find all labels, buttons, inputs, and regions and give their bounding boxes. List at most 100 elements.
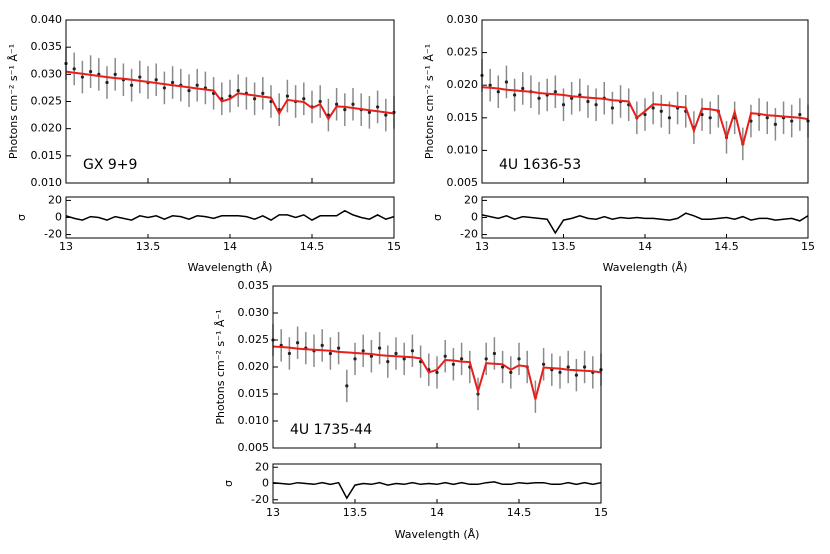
data-point <box>376 105 380 109</box>
data-point <box>261 91 265 95</box>
x-tick-label: 14.5 <box>300 240 325 253</box>
x-axis-title: Wavelength (Å) <box>395 528 480 541</box>
data-point <box>659 109 663 113</box>
source-label: 4U 1735-44 <box>290 422 372 438</box>
data-point <box>337 346 341 350</box>
source-label: 4U 1636-53 <box>499 157 581 173</box>
data-point <box>542 362 546 366</box>
y-axis-title: Photons cm⁻² s⁻¹ Å⁻¹ <box>214 309 227 424</box>
x-tick-label: 13.5 <box>551 240 576 253</box>
data-point <box>384 113 388 117</box>
data-point <box>402 357 406 361</box>
y-axis-title: Photons cm⁻² s⁻¹ Å⁻¹ <box>423 44 436 159</box>
data-point <box>386 360 390 364</box>
data-point <box>667 116 672 120</box>
data-point <box>113 72 117 76</box>
data-point <box>171 80 175 85</box>
x-axis-title: Wavelength (Å) <box>188 261 273 274</box>
y-tick-label: 20 <box>255 460 269 473</box>
data-point <box>361 349 365 353</box>
plot-frame <box>65 19 395 184</box>
y-axis-title: Photons cm⁻² s⁻¹ Å⁻¹ <box>7 44 20 159</box>
y-tick-label: 0.020 <box>447 78 479 91</box>
y-tick-label: 0.010 <box>238 414 270 427</box>
y-tick-label: 0 <box>471 211 478 224</box>
data-point <box>343 108 347 112</box>
y-tick-label: 0.040 <box>31 13 63 26</box>
x-tick-label: 13.5 <box>136 240 161 253</box>
plot-frame <box>481 19 809 184</box>
x-tick-label: 14.5 <box>507 506 532 519</box>
data-point <box>80 75 84 79</box>
residual-axis-title: σ <box>431 214 444 221</box>
data-point <box>586 99 590 104</box>
data-point <box>105 80 109 85</box>
x-axis-title: Wavelength (Å) <box>603 261 688 274</box>
x-tick-label: 14 <box>638 240 652 253</box>
y-tick-label: 20 <box>48 193 62 206</box>
y-tick-label: -20 <box>251 493 269 506</box>
x-tick-label: 15 <box>801 240 815 253</box>
model-line <box>481 86 809 146</box>
data-point <box>583 365 587 369</box>
data-point <box>253 97 257 101</box>
data-point <box>570 96 574 100</box>
data-point <box>798 112 802 117</box>
data-point <box>72 67 76 71</box>
data-point <box>89 70 93 74</box>
data-point <box>410 349 414 353</box>
y-tick-label: 0.010 <box>31 176 63 189</box>
data-point <box>285 94 289 98</box>
x-tick-label: 14 <box>223 240 237 253</box>
data-point <box>521 86 525 91</box>
data-point <box>790 119 794 123</box>
data-point <box>335 102 339 106</box>
residual-axis-title: σ <box>15 214 28 221</box>
data-point <box>394 351 398 356</box>
data-point <box>773 122 778 126</box>
data-point <box>162 86 166 90</box>
y-tick-label: 0.030 <box>447 13 479 26</box>
data-point <box>594 103 598 107</box>
y-tick-label: 0.035 <box>238 279 270 292</box>
data-point <box>320 343 324 347</box>
residual-line <box>481 212 809 235</box>
data-point <box>345 384 349 388</box>
data-point <box>369 354 373 358</box>
x-tick-label: 15 <box>387 240 401 253</box>
y-tick-label: 0.020 <box>31 122 63 135</box>
data-point <box>501 365 505 369</box>
data-point <box>574 373 579 377</box>
model-line <box>272 345 602 400</box>
y-tick-label: 0.030 <box>31 67 63 80</box>
residual-line <box>65 209 395 221</box>
y-tick-label: 0.025 <box>31 95 63 108</box>
data-point <box>643 112 647 117</box>
data-point <box>578 93 582 97</box>
y-tick-label: 0.015 <box>31 149 63 162</box>
data-point <box>700 112 704 117</box>
data-point <box>537 96 541 100</box>
data-point <box>443 354 447 358</box>
y-tick-label: 0.010 <box>447 143 479 156</box>
data-point <box>610 106 615 110</box>
y-tick-label: 0 <box>262 477 269 490</box>
data-point <box>130 83 134 87</box>
y-tick-label: 0.035 <box>31 40 63 53</box>
x-tick-label: 13 <box>59 240 73 253</box>
data-point <box>460 357 464 361</box>
y-tick-label: 0.015 <box>238 387 270 400</box>
data-point <box>488 83 492 87</box>
x-tick-label: 14 <box>430 506 444 519</box>
data-point <box>154 78 158 82</box>
y-tick-label: 0.020 <box>238 360 270 373</box>
x-tick-label: 13.5 <box>343 506 368 519</box>
plot-frame <box>272 285 602 449</box>
data-point <box>328 351 332 356</box>
data-point <box>558 370 562 374</box>
data-point <box>484 357 488 361</box>
x-tick-label: 15 <box>594 506 608 519</box>
data-point <box>287 351 291 356</box>
x-tick-label: 13 <box>475 240 489 253</box>
data-point <box>566 365 570 369</box>
